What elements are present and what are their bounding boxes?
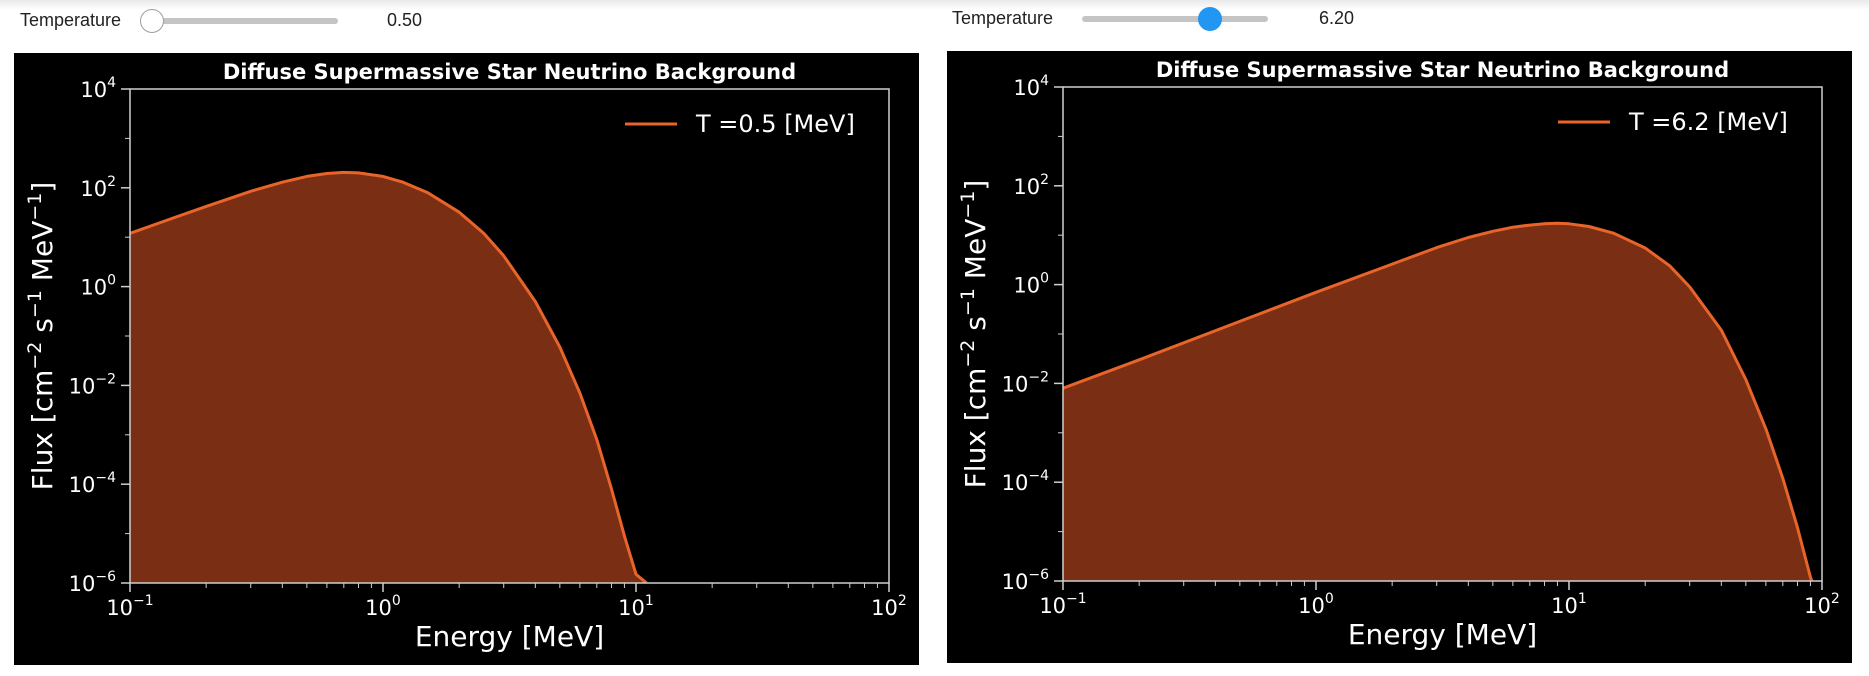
y-tick-label: 10−6 bbox=[1002, 567, 1049, 594]
panel-left: Temperature 0.50 Diffuse Supermassive St… bbox=[0, 0, 935, 665]
temperature-control: Temperature 0.50 bbox=[0, 0, 935, 40]
y-tick-label: 100 bbox=[1013, 271, 1049, 298]
series-area bbox=[1063, 223, 1822, 581]
temperature-control: Temperature 6.20 bbox=[935, 0, 1869, 40]
x-tick-label: 102 bbox=[1804, 591, 1840, 618]
y-tick-label: 10−6 bbox=[69, 569, 116, 596]
x-tick-label: 100 bbox=[365, 593, 401, 620]
series-group bbox=[130, 170, 648, 583]
temperature-label: Temperature bbox=[952, 8, 1054, 28]
y-tick-label: 10−2 bbox=[69, 371, 116, 398]
x-tick-label: 10−1 bbox=[106, 593, 153, 620]
x-tick-label: 102 bbox=[871, 593, 907, 620]
y-axis-label: Flux [cm−2 s−1 MeV−1] bbox=[957, 180, 992, 489]
temperature-slider-handle[interactable] bbox=[1198, 7, 1222, 31]
y-axis-label: Flux [cm−2 s−1 MeV−1] bbox=[24, 182, 59, 491]
x-axis-label: Energy [MeV] bbox=[415, 620, 604, 653]
y-tick-label: 100 bbox=[80, 273, 116, 300]
temperature-value: 6.20 bbox=[1319, 8, 1355, 28]
y-tick-label: 10−4 bbox=[69, 470, 116, 497]
series-group bbox=[1063, 221, 1822, 581]
series-line bbox=[1063, 221, 1814, 581]
top-shadow-strip bbox=[0, 0, 1869, 10]
y-tick-label: 104 bbox=[1013, 73, 1049, 100]
y-tick-label: 102 bbox=[1013, 172, 1049, 199]
x-tick-label: 10−1 bbox=[1039, 591, 1086, 618]
y-tick-label: 10−2 bbox=[1002, 369, 1049, 396]
chart-title: Diffuse Supermassive Star Neutrino Backg… bbox=[1156, 58, 1729, 82]
flux-chart: Diffuse Supermassive Star Neutrino Backg… bbox=[957, 58, 1840, 651]
x-tick-label: 100 bbox=[1298, 591, 1334, 618]
temperature-slider-handle[interactable] bbox=[140, 9, 164, 33]
series-line bbox=[130, 170, 648, 583]
chart-figure: Diffuse Supermassive Star Neutrino Backg… bbox=[947, 51, 1852, 663]
y-tick-label: 10−4 bbox=[1002, 468, 1049, 495]
panel-right: Temperature 6.20 Diffuse Supermassive St… bbox=[935, 0, 1869, 676]
temperature-slider-track[interactable] bbox=[152, 18, 338, 24]
x-tick-label: 101 bbox=[1551, 591, 1587, 618]
y-tick-label: 104 bbox=[80, 75, 116, 102]
legend-label: T =0.5 [MeV] bbox=[695, 110, 855, 138]
flux-chart: Diffuse Supermassive Star Neutrino Backg… bbox=[24, 60, 907, 653]
series-area bbox=[130, 172, 647, 583]
chart-figure: Diffuse Supermassive Star Neutrino Backg… bbox=[14, 53, 919, 665]
chart-title: Diffuse Supermassive Star Neutrino Backg… bbox=[223, 60, 796, 84]
x-axis-label: Energy [MeV] bbox=[1348, 618, 1537, 651]
y-tick-label: 102 bbox=[80, 174, 116, 201]
x-tick-label: 101 bbox=[618, 593, 654, 620]
temperature-label: Temperature bbox=[20, 10, 122, 30]
legend-label: T =6.2 [MeV] bbox=[1628, 108, 1788, 136]
temperature-slider-track[interactable] bbox=[1082, 16, 1268, 22]
temperature-value: 0.50 bbox=[387, 10, 423, 30]
